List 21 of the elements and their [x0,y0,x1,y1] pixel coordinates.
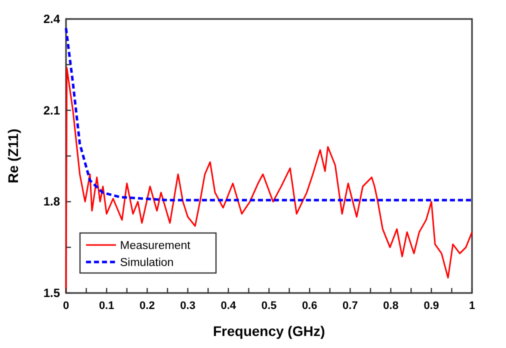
x-tick-label: 0.8 [383,300,398,312]
x-tick-label: 0.2 [140,300,155,312]
x-tick-label: 0.7 [342,300,358,312]
x-tick-label: 0.4 [220,300,237,312]
x-tick-label: 0 [62,300,70,312]
x-axis-title: Frequency (GHz) [212,323,326,339]
y-axis-title: Re (Z11) [5,128,21,184]
x-tick-label: 0.3 [180,300,196,312]
y-tick-label: 2.4 [43,12,60,26]
line-series [65,66,473,294]
legend-label: Simulation [120,257,174,269]
legend-label: Measurement [120,240,192,252]
x-tick-label: 0.9 [424,300,440,312]
x-tick-label: 1 [468,300,476,312]
x-tick-label: 0.5 [261,300,277,312]
y-tick-label: 1.5 [43,286,60,300]
y-tick-label: 1.8 [43,194,60,209]
x-tick-label: 0.6 [302,300,318,312]
y-tick-label: 2.1 [43,103,60,118]
line-series [64,26,474,202]
x-tick-label: 0.1 [98,300,114,312]
